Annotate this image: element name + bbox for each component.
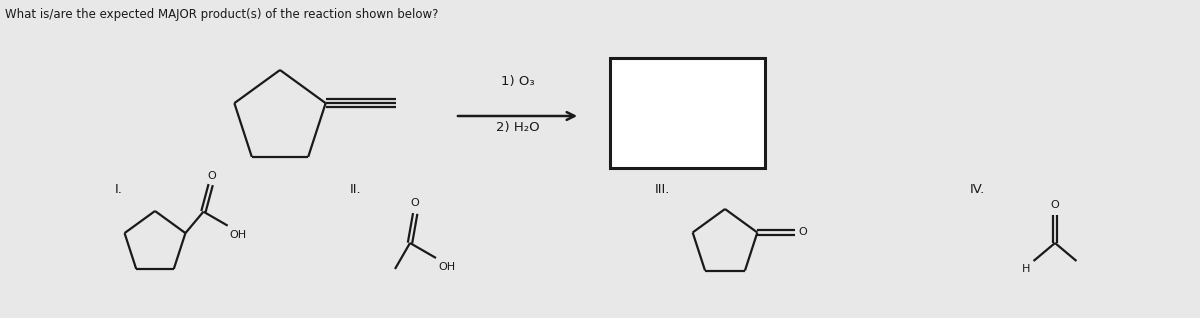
Text: O: O — [208, 171, 216, 181]
Text: II.: II. — [350, 183, 361, 196]
Text: What is/are the expected MAJOR product(s) of the reaction shown below?: What is/are the expected MAJOR product(s… — [5, 8, 438, 21]
Text: H: H — [1022, 264, 1031, 274]
Bar — [610, 58, 766, 168]
Text: III.: III. — [655, 183, 671, 196]
Text: OH: OH — [438, 262, 455, 272]
Text: OH: OH — [229, 230, 247, 240]
Text: IV.: IV. — [970, 183, 985, 196]
Text: 2) H₂O: 2) H₂O — [496, 121, 539, 134]
Text: I.: I. — [115, 183, 122, 196]
Text: O: O — [798, 227, 808, 238]
Text: O: O — [1051, 200, 1060, 210]
Text: O: O — [410, 198, 420, 209]
Text: 1) O₃: 1) O₃ — [500, 75, 534, 88]
